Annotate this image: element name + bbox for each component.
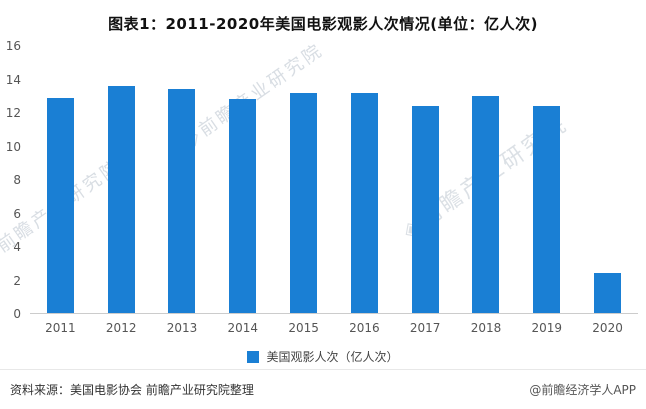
bar-slot — [334, 46, 395, 313]
x-tick-label: 2020 — [592, 321, 623, 335]
y-tick-label: 4 — [13, 240, 21, 254]
footer: 资料来源：美国电影协会 前瞻产业研究院整理 @前瞻经济学人APP — [0, 369, 646, 409]
bar-2018 — [472, 96, 500, 313]
credit-text: @前瞻经济学人APP — [529, 383, 636, 397]
source-text: 资料来源：美国电影协会 前瞻产业研究院整理 — [10, 383, 254, 397]
bar-2012 — [107, 86, 135, 313]
y-tick-label: 6 — [13, 206, 21, 221]
x-tick-label: 2019 — [531, 321, 563, 335]
bar-2016 — [350, 92, 378, 313]
bar-2019 — [533, 106, 561, 313]
y-tick-label: 2 — [13, 273, 21, 288]
bar-2011 — [46, 97, 74, 313]
x-tick-label: 2017 — [409, 321, 441, 335]
bar-slot — [30, 46, 91, 313]
legend: 美国观影人次（亿人次） — [0, 348, 646, 365]
bar-slot — [516, 46, 577, 313]
bar-slot — [212, 46, 273, 313]
x-tick-label: 2011 — [45, 321, 76, 335]
y-tick-label: 0 — [13, 307, 21, 321]
y-tick-label: 16 — [5, 39, 21, 53]
bar-slot — [456, 46, 517, 313]
plot-area — [30, 46, 638, 314]
bar-2017 — [411, 106, 439, 313]
bar-2014 — [229, 99, 257, 313]
chart-title: 图表1：2011-2020年美国电影观影人次情况(单位：亿人次) — [108, 15, 538, 33]
x-tick-label: 2018 — [470, 321, 502, 335]
bar-slot — [152, 46, 213, 313]
y-tick-label: 14 — [5, 72, 21, 87]
bar-slot — [91, 46, 152, 313]
legend-label: 美国观影人次（亿人次） — [266, 350, 399, 364]
bar-slot — [273, 46, 334, 313]
x-tick-label: 2016 — [349, 321, 380, 335]
y-tick-label: 10 — [5, 139, 21, 154]
x-tick-label: 2014 — [227, 321, 259, 335]
bar-slot — [577, 46, 638, 313]
x-axis: 2011 2012 2013 2014 2015 2016 2017 2018 2019 2020 — [30, 321, 638, 335]
y-tick-label: 12 — [5, 106, 21, 120]
bar-2020 — [594, 272, 622, 313]
x-tick-label: 2012 — [105, 321, 137, 335]
bar-2013 — [168, 89, 196, 313]
y-tick-label: 8 — [13, 173, 21, 187]
x-tick-label: 2015 — [288, 321, 319, 335]
bar-2015 — [290, 92, 318, 313]
legend-swatch — [247, 350, 260, 363]
y-axis: 0 2 4 6 8 10 12 14 16 — [0, 39, 26, 321]
bar-slot — [395, 46, 456, 313]
x-tick-label: 2013 — [166, 321, 198, 335]
